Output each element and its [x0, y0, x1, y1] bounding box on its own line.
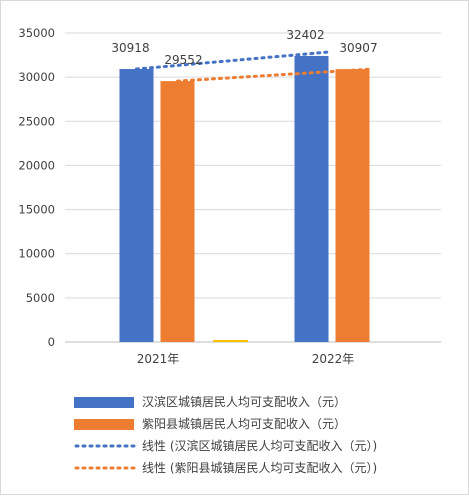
y-tick-label: 10000: [18, 247, 55, 261]
legend-label: 紫阳县城镇居民人均可支配收入（元）: [142, 417, 346, 431]
legend-label: 线性 (汉滨区城镇居民人均可支配收入（元）): [142, 438, 377, 453]
bar-series-2-1: [160, 81, 195, 343]
legend-swatch: [74, 397, 134, 408]
legend-swatch: [74, 419, 134, 430]
trendlines: [135, 50, 372, 83]
data-label: 32402: [286, 28, 324, 42]
y-tick-label: 35000: [18, 26, 55, 40]
bar-series-1-1: [119, 69, 154, 342]
stray-bar-marker: [213, 340, 248, 342]
trendline-1: [135, 50, 331, 71]
x-tick-label: 2021年: [137, 352, 180, 366]
y-tick-label: 5000: [26, 291, 55, 305]
bars: [119, 55, 370, 343]
data-label: 29552: [164, 53, 202, 67]
trendline-2: [176, 67, 372, 83]
legend-label: 汉滨区城镇居民人均可支配收入（元）: [142, 394, 346, 409]
y-axis-ticks: 0 5000 10000 15000 20000 25000 30000 35000: [18, 26, 55, 349]
data-labels: 30918 32402 29552 30907: [111, 28, 377, 67]
y-tick-label: 20000: [18, 158, 55, 172]
data-label: 30918: [111, 41, 149, 55]
x-axis-ticks: 2021年 2022年: [137, 352, 355, 366]
data-label: 30907: [339, 41, 377, 55]
x-tick-label: 2022年: [312, 352, 355, 366]
legend-label: 线性 (紫阳县城镇居民人均可支配收入（元）): [142, 461, 377, 475]
bar-series-1-2: [294, 55, 329, 342]
y-tick-label: 15000: [18, 203, 55, 217]
y-tick-label: 0: [48, 335, 55, 349]
y-tick-label: 25000: [18, 114, 55, 128]
legend: 汉滨区城镇居民人均可支配收入（元） 紫阳县城镇居民人均可支配收入（元） 线性 (汉滨…: [74, 394, 377, 475]
y-tick-label: 30000: [18, 70, 55, 84]
bar-series-2-2: [335, 69, 370, 342]
